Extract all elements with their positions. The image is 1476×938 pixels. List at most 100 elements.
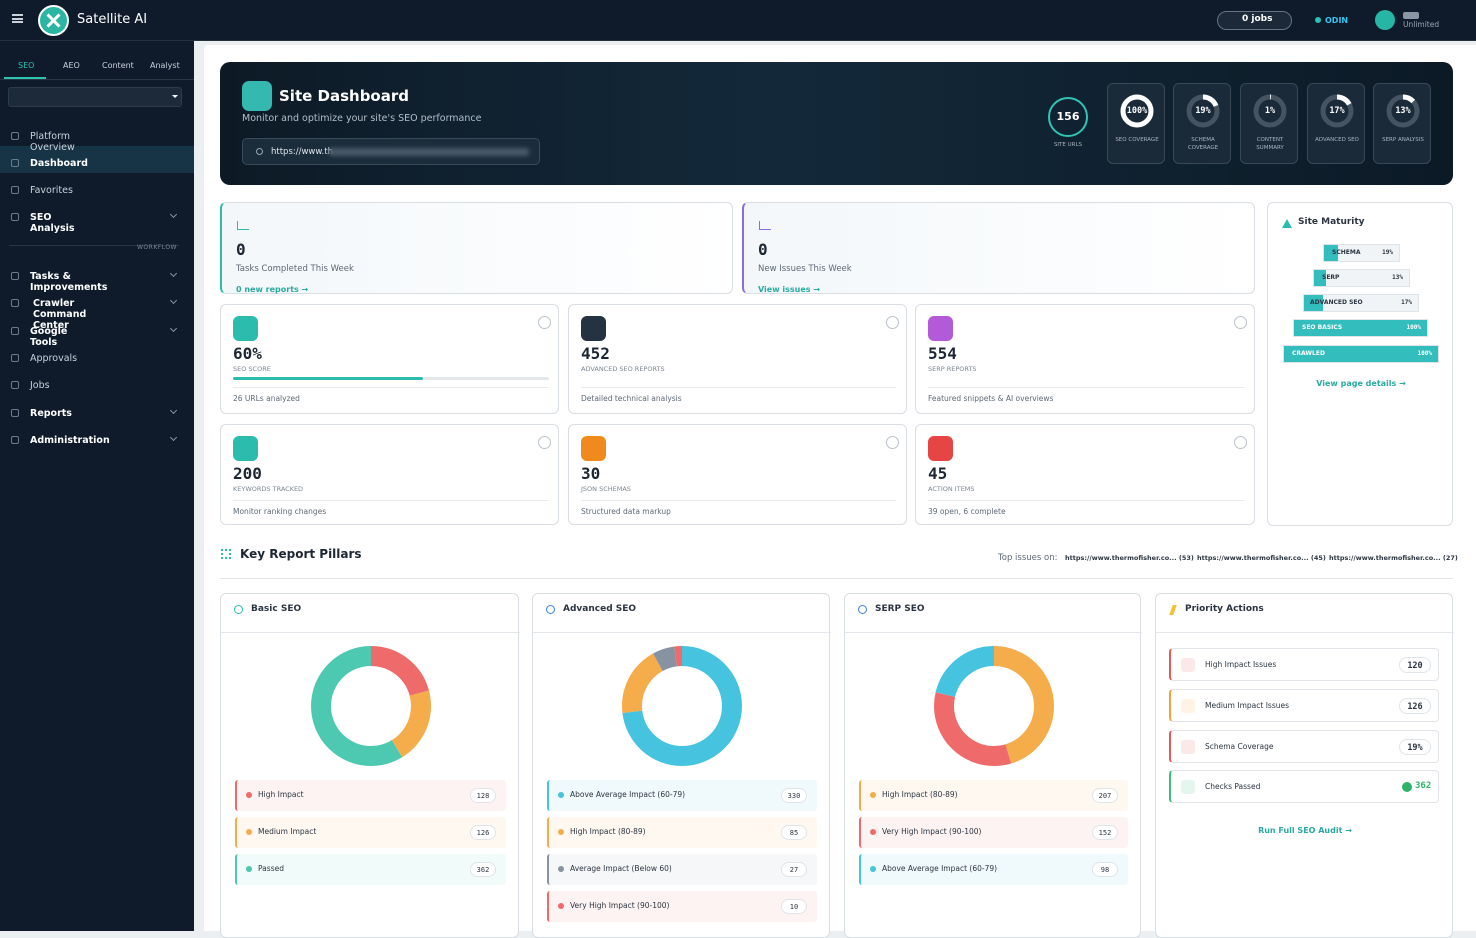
url-blur: [329, 148, 529, 156]
priority-row-icon: [1181, 699, 1195, 713]
legend-name: High Impact (80-89): [570, 827, 646, 836]
panel-divider: [845, 632, 1142, 633]
hero: Site Dashboard Monitor and optimize your …: [220, 62, 1453, 185]
nav-item[interactable]: SEO Analysis: [30, 212, 75, 234]
nav-item[interactable]: Crawler Command Center: [33, 298, 87, 331]
legend-row: High Impact (80-89) 85: [547, 817, 817, 848]
url-box: https://www.th: [242, 138, 540, 165]
gauge-value: 19%: [1195, 106, 1211, 116]
stat-card: 452 ADVANCED SEO REPORTS Detailed technica…: [568, 304, 907, 414]
panel-icon: [858, 605, 867, 614]
priority-row: High Impact Issues 120: [1169, 648, 1439, 681]
chevron: [169, 324, 178, 333]
hero-url: https://www.th: [271, 147, 333, 157]
chevron: [169, 269, 178, 278]
sidebar-tab[interactable]: Analyst: [150, 61, 180, 70]
legend-row: High Impact (80-89) 207: [859, 780, 1128, 811]
priority-icon: [1169, 605, 1177, 615]
status-dot: [1315, 17, 1321, 23]
nav-icon: [11, 272, 19, 280]
priority-row-icon: [1181, 780, 1195, 794]
stat-action: [886, 436, 899, 449]
weekly-link[interactable]: View issues →: [758, 285, 821, 294]
donut: [310, 646, 431, 766]
jobs[interactable]: 0 jobs: [1242, 14, 1273, 24]
stat-divider: [928, 500, 1244, 501]
legend-row: Very High Impact (90-100) 152: [859, 817, 1128, 848]
legend-value: 10: [781, 899, 807, 914]
nav-item[interactable]: Platform Overview: [30, 131, 75, 153]
globe: [256, 148, 263, 155]
stat-value: 60%: [233, 344, 262, 363]
nav-icon: [11, 132, 19, 140]
nav-icon: [11, 436, 19, 444]
menu-icon-mid: [12, 18, 23, 20]
nav-item[interactable]: Approvals: [30, 353, 78, 364]
top-issue-url[interactable]: https://www.thermofisher.co...: [1329, 554, 1441, 562]
maturity-link[interactable]: View page details →: [1316, 379, 1406, 388]
maturity-name: SEO BASICS: [1302, 324, 1343, 331]
legend-dot: [558, 792, 564, 798]
pillar-panel: Basic SEO High Impact 128 Medium Impact 126 P…: [220, 593, 520, 938]
maturity-value: 100%: [1417, 350, 1432, 357]
priority-value: 362: [1415, 781, 1432, 791]
pillars-icon: [221, 549, 231, 559]
weekly-link[interactable]: 0 new reports →: [236, 285, 309, 294]
nav-item[interactable]: Google Tools: [30, 326, 68, 348]
gauge-arc: [1386, 94, 1420, 128]
stat-icon: [581, 316, 606, 341]
priority-title: Priority Actions: [1185, 604, 1264, 614]
nav-icon: [11, 327, 19, 335]
hero-title: Site Dashboard: [279, 87, 409, 105]
nav-item[interactable]: Tasks & Improvements: [30, 271, 108, 293]
pillars-title: Key Report Pillars: [240, 547, 362, 561]
maturity-fill: [1294, 320, 1427, 336]
nav-item[interactable]: Administration: [30, 435, 110, 446]
gauge-card: 19% SCHEMA COVERAGE: [1173, 83, 1231, 164]
nav-item[interactable]: Dashboard: [30, 158, 88, 169]
legend-value: 128: [470, 788, 496, 803]
chevron: [169, 210, 178, 219]
stat-icon: [233, 316, 258, 341]
maturity-name: CRAWLED: [1292, 350, 1325, 357]
section-label: WORKFLOW: [137, 244, 177, 251]
stat-note: 26 URLs analyzed: [233, 394, 300, 403]
top-issue-url[interactable]: https://www.thermofisher.co...: [1197, 554, 1309, 562]
stat-card: 200 KEYWORDS TRACKED Monitor ranking chang…: [220, 424, 559, 525]
stat-label: JSON SCHEMAS: [581, 485, 631, 493]
donut-segment: [310, 646, 431, 766]
gauge-label: SCHEMA COVERAGE: [1187, 137, 1219, 151]
priority-row-icon: [1181, 740, 1195, 754]
stat-divider: [581, 500, 896, 501]
maturity-title: Site Maturity: [1298, 217, 1365, 227]
stat-note: 39 open, 6 complete: [928, 507, 1006, 516]
legend-row: Medium Impact 126: [235, 817, 506, 848]
nav-icon: [11, 354, 19, 362]
priority-panel: Priority Actions High Impact Issues 120 Med…: [1155, 593, 1454, 938]
top-issue: https://www.thermofisher.co... (45): [1197, 554, 1326, 562]
gauge-arc: [1253, 94, 1287, 128]
top-issue-url[interactable]: https://www.thermofisher.co...: [1065, 554, 1177, 562]
maturity-name: ADVANCED SEO: [1310, 299, 1363, 306]
nav-item[interactable]: Reports: [30, 408, 72, 419]
gauge-arc: [1186, 94, 1220, 128]
sidebar-tab[interactable]: Content: [102, 61, 134, 70]
legend-value: 126: [470, 825, 496, 840]
sidebar-tab[interactable]: AEO: [63, 61, 80, 70]
stat-value: 452: [581, 344, 610, 363]
nav-item[interactable]: Jobs: [30, 380, 50, 391]
jobs-pill: [1217, 11, 1292, 30]
gauge-label: SERP ANALYSIS: [1382, 137, 1424, 143]
pillar-panel: Advanced SEO Above Average Impact (60-79)…: [532, 593, 831, 938]
pillars-divider: [220, 578, 1453, 579]
stat-card: 60% SEO SCORE 26 URLs analyzed: [220, 304, 559, 414]
panel-divider: [221, 632, 520, 633]
legend-dot: [870, 792, 876, 798]
maturity-fill: [1314, 270, 1327, 286]
legend-name: Very High Impact (90-100): [882, 827, 982, 836]
server: ODIN: [1325, 16, 1349, 25]
sidebar-tab[interactable]: SEO: [18, 61, 35, 70]
priority-link[interactable]: Run Full SEO Audit →: [1258, 826, 1352, 835]
nav-item[interactable]: Favorites: [30, 185, 73, 196]
maturity-bar: ADVANCED SEO 17%: [1303, 294, 1419, 312]
